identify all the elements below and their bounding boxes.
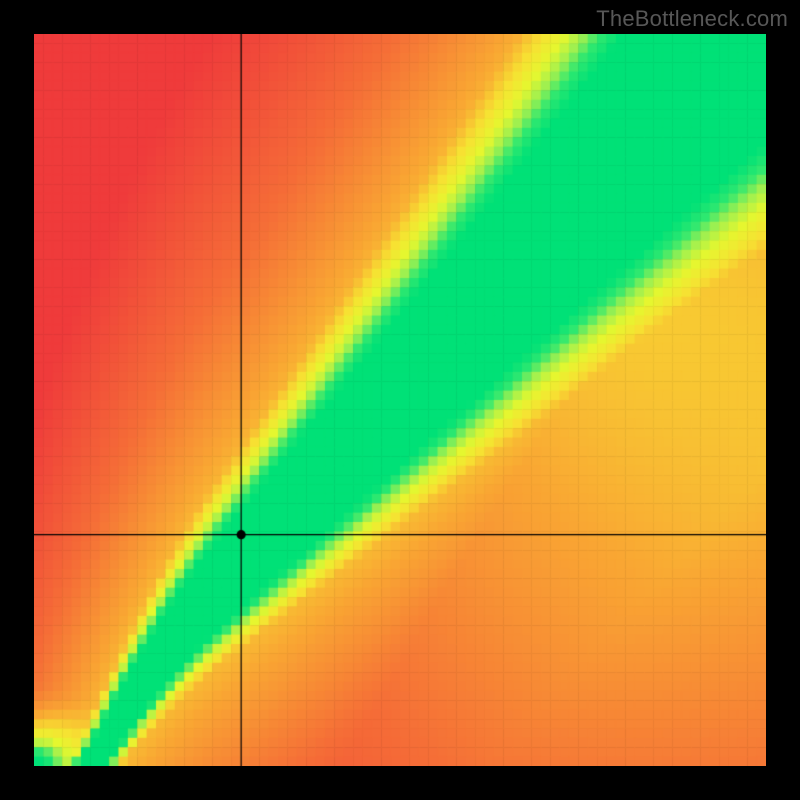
plot-area <box>34 34 766 766</box>
watermark-text: TheBottleneck.com <box>596 6 788 32</box>
heatmap-canvas <box>34 34 766 766</box>
chart-container: TheBottleneck.com <box>0 0 800 800</box>
